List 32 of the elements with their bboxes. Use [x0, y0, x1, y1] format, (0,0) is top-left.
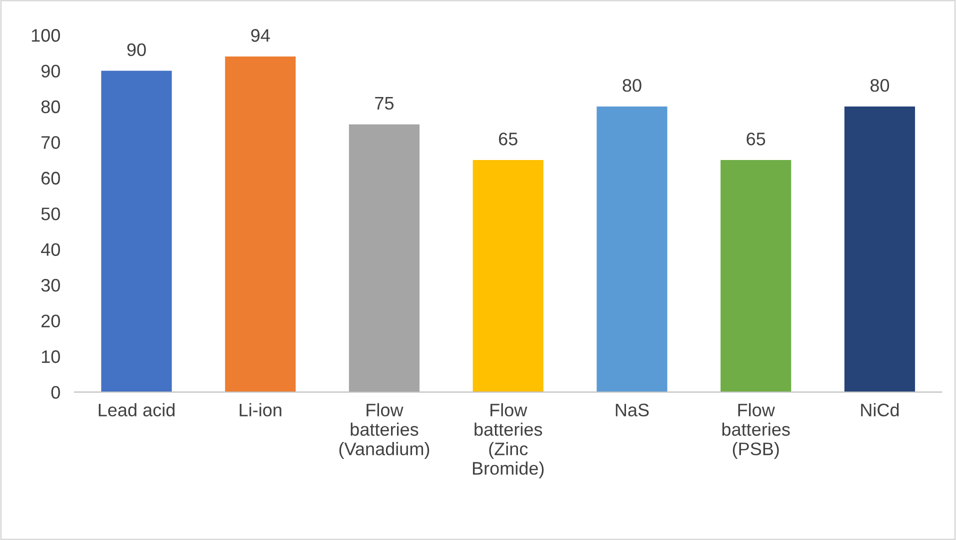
x-tick-label: Li-ion — [240, 403, 282, 416]
data-label: 65 — [746, 132, 766, 146]
bar — [844, 106, 916, 392]
y-tick-label: 30 — [41, 278, 60, 292]
data-label: 94 — [251, 29, 270, 42]
x-tick-label: Lead acid — [98, 403, 174, 416]
y-tick-label: 60 — [42, 172, 60, 185]
y-tick-label: 40 — [41, 243, 60, 256]
y-tick-label: 80 — [41, 100, 60, 114]
bar — [225, 56, 296, 392]
y-tick-label: 100 — [32, 29, 60, 42]
bar — [472, 160, 544, 392]
x-tick-label: NaS — [616, 404, 649, 416]
y-tick-label: 0 — [51, 386, 60, 399]
y-tick-label: 50 — [41, 208, 60, 220]
x-tick-label: Flow batteries (PSB) — [722, 403, 790, 459]
data-label: 80 — [870, 79, 890, 92]
data-label: 80 — [622, 79, 642, 92]
x-tick-label: Flow batteries (Zinc Bromide) — [472, 403, 544, 478]
data-label: 90 — [127, 43, 146, 56]
data-label: 75 — [375, 97, 394, 110]
bar — [101, 70, 172, 392]
bar — [720, 160, 792, 392]
y-tick-label: 90 — [41, 64, 60, 78]
x-tick-label: Flow batteries (Vanadium) — [339, 403, 430, 459]
bar — [348, 124, 420, 392]
y-tick-label: 10 — [42, 350, 60, 364]
x-tick-label: NiCd — [861, 403, 899, 416]
data-label: 65 — [498, 132, 518, 146]
y-tick-label: 70 — [42, 136, 60, 149]
bar — [596, 106, 668, 392]
y-tick-label: 20 — [42, 314, 60, 328]
